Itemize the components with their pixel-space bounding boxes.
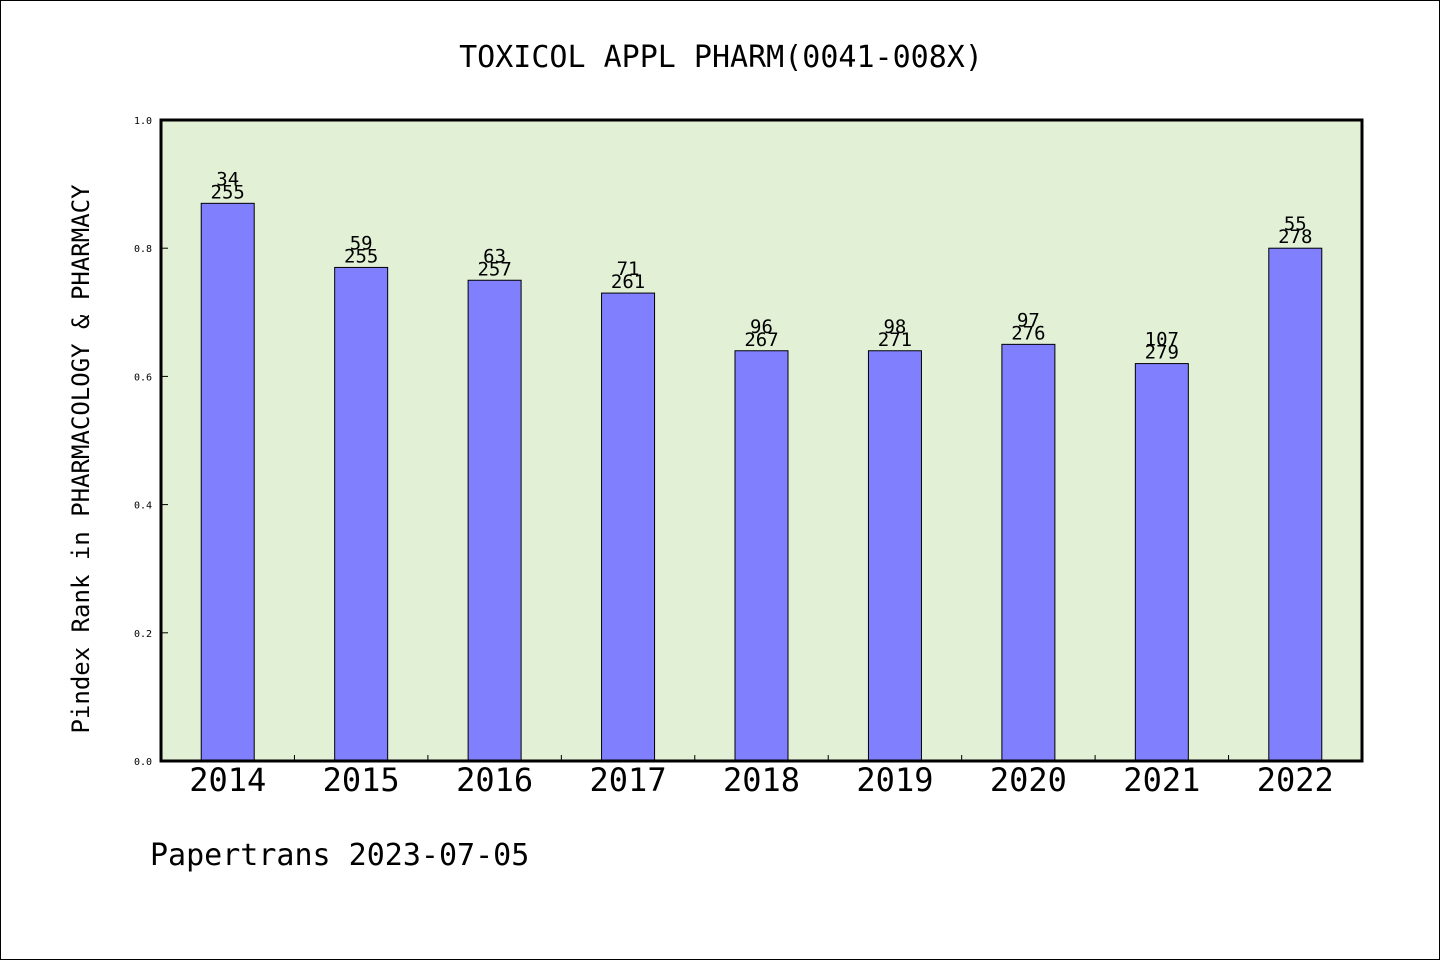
x-tick-label-2021: 2021 bbox=[1123, 761, 1200, 799]
chart-title: TOXICOL APPL PHARM(0041-008X) bbox=[459, 40, 983, 75]
bar-2015 bbox=[334, 266, 389, 762]
footer-credit: Papertrans 2023-07-05 bbox=[150, 838, 529, 873]
total-label-2016: 257 bbox=[477, 258, 511, 280]
rank-label-2014: 34 bbox=[216, 168, 239, 190]
x-tick-label-2014: 2014 bbox=[189, 761, 266, 799]
y-tick-label-0.2: 0.2 bbox=[134, 629, 152, 640]
total-label-2021: 279 bbox=[1145, 342, 1179, 364]
rank-label-2016: 63 bbox=[483, 245, 506, 267]
y-axis-label: Pindex Rank in PHARMACOLOGY & PHARMACY bbox=[67, 184, 95, 734]
x-tick-label-2020: 2020 bbox=[990, 761, 1067, 799]
plot-frame bbox=[159, 118, 1364, 763]
rank-label-2019: 98 bbox=[883, 316, 906, 338]
y-tick-label-1.0: 1.0 bbox=[134, 116, 152, 127]
total-label-2019: 271 bbox=[878, 329, 912, 351]
total-label-2015: 255 bbox=[344, 245, 378, 267]
rank-label-2015: 59 bbox=[350, 232, 373, 254]
bars-group bbox=[200, 202, 1323, 762]
y-tick-label-0.8: 0.8 bbox=[134, 244, 152, 255]
bar-2021 bbox=[1134, 363, 1189, 762]
x-tick-label-2019: 2019 bbox=[856, 761, 933, 799]
x-axis: 2014 2015 2016 2017 2018 2019 2020 2021 2022 bbox=[189, 755, 1334, 799]
rank-label-2017: 71 bbox=[617, 258, 640, 280]
total-label-2020: 276 bbox=[1011, 322, 1045, 344]
x-tick-label-2018: 2018 bbox=[723, 761, 800, 799]
rank-label-2020: 97 bbox=[1017, 309, 1040, 331]
y-tick-label-0.0: 0.0 bbox=[134, 757, 152, 768]
x-tick-label-2015: 2015 bbox=[323, 761, 400, 799]
bar-2018 bbox=[734, 350, 789, 762]
rank-label-2021: 107 bbox=[1145, 329, 1179, 351]
bar-2020 bbox=[1001, 343, 1056, 762]
y-tick-label-0.4: 0.4 bbox=[134, 501, 152, 512]
x-tick-label-2022: 2022 bbox=[1257, 761, 1334, 799]
total-label-2017: 261 bbox=[611, 271, 645, 293]
y-tick-label-0.6: 0.6 bbox=[134, 372, 152, 383]
bar-2016 bbox=[467, 279, 522, 762]
total-label-2022: 278 bbox=[1278, 226, 1312, 248]
x-tick-label-2017: 2017 bbox=[590, 761, 667, 799]
total-label-2014: 255 bbox=[211, 181, 245, 203]
total-label-2018: 267 bbox=[744, 329, 778, 351]
bar-2022 bbox=[1268, 247, 1323, 762]
rank-label-2022: 55 bbox=[1284, 213, 1307, 235]
rank-label-2018: 96 bbox=[750, 316, 773, 338]
x-tick-label-2016: 2016 bbox=[456, 761, 533, 799]
bar-2014 bbox=[200, 202, 255, 762]
bar-2017 bbox=[601, 292, 656, 762]
bar-2019 bbox=[867, 350, 922, 762]
